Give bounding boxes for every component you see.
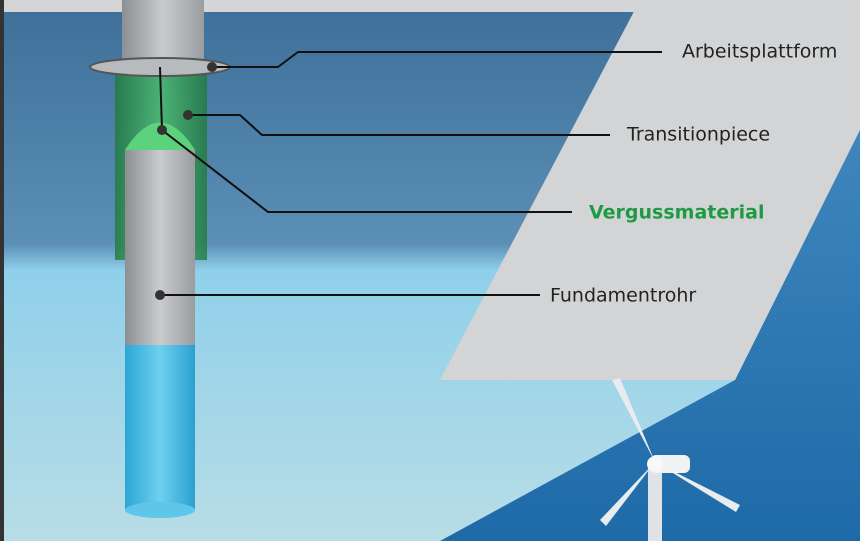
marker-dot xyxy=(207,62,217,72)
foundation xyxy=(89,0,231,518)
label: Arbeitsplattform xyxy=(682,41,837,63)
turbine xyxy=(600,378,740,541)
label-panel xyxy=(440,0,860,380)
leader-line xyxy=(188,114,610,136)
label: Fundamentrohr xyxy=(550,285,696,307)
label-highlight: Vergussmaterial xyxy=(589,202,764,224)
marker-dot xyxy=(157,125,167,135)
sea-photo xyxy=(440,130,860,541)
marker-dot xyxy=(155,290,165,300)
label: Transitionpiece xyxy=(626,124,770,146)
leader-line xyxy=(212,51,662,68)
leader-line xyxy=(159,66,572,213)
left-border xyxy=(0,0,4,541)
marker-dot xyxy=(183,110,193,120)
